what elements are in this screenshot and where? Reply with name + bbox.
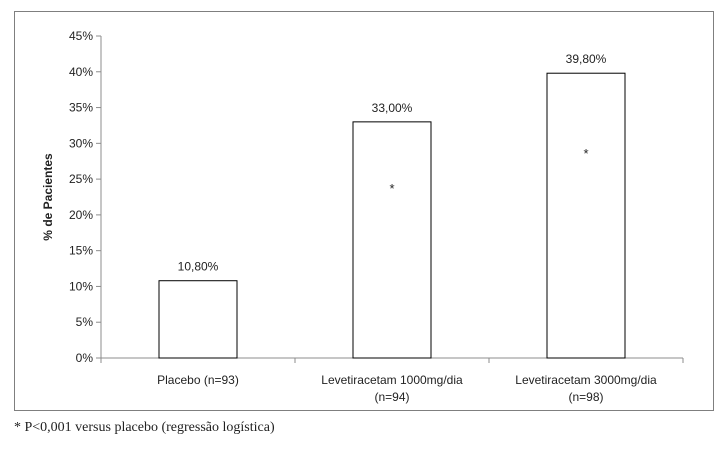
y-tick-label: 20% — [69, 208, 93, 222]
y-tick-label: 10% — [69, 279, 93, 293]
data-label: 39,80% — [566, 52, 607, 66]
y-tick-label: 35% — [69, 101, 93, 115]
footnote: * P<0,001 versus placebo (regressão logí… — [14, 420, 275, 435]
y-tick-label: 15% — [69, 244, 93, 258]
y-tick-label: 40% — [69, 65, 93, 79]
y-tick-label: 5% — [76, 315, 94, 329]
bar — [546, 72, 626, 359]
data-label: 10,80% — [178, 260, 219, 274]
category-label: Placebo (n=93) — [157, 373, 239, 387]
significance-marker: * — [389, 181, 394, 196]
category-label: (n=98) — [568, 390, 603, 404]
category-label: Levetiracetam 3000mg/dia — [515, 373, 657, 387]
category-label: Levetiracetam 1000mg/dia — [321, 373, 463, 387]
y-tick-label: 0% — [76, 351, 94, 365]
significance-marker: * — [583, 146, 588, 161]
y-tick-label: 30% — [69, 136, 93, 150]
bar — [352, 121, 432, 359]
y-tick-label: 25% — [69, 172, 93, 186]
y-tick-label: 45% — [69, 29, 93, 43]
bar — [158, 280, 238, 359]
category-label: (n=94) — [374, 390, 409, 404]
data-label: 33,00% — [372, 101, 413, 115]
y-axis-title: % de Pacientes — [41, 153, 55, 241]
